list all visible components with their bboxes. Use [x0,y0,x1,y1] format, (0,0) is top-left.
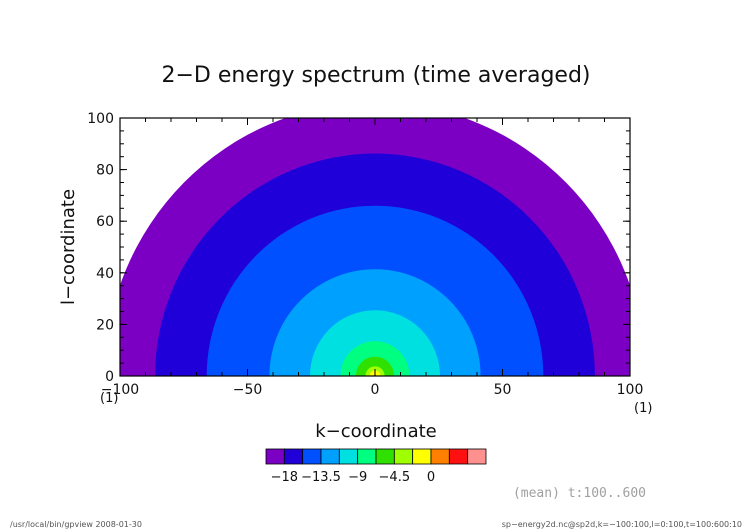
y-axis-label: l−coordinate [58,189,79,305]
footer-left: /usr/local/bin/gpview 2008-01-30 [10,520,142,529]
x-axis: −100 −50 0 50 100 [101,118,644,398]
colorbar-swatch-4 [338,448,359,465]
colorbar-label-3: −4.5 [379,470,411,485]
colorbar-swatch-1 [283,448,304,465]
colorbar-label-1: −13.5 [301,470,341,485]
time-annotation: (mean) t:100..600 [513,486,646,501]
heatmap-field [120,118,630,376]
y-axis: 0 20 40 60 80 100 [87,111,630,385]
colorbar: −18 −13.5 −9 −4.5 0 [265,448,487,485]
y-tick-label-5: 100 [87,111,114,127]
colorbar-label-0: −18 [271,470,298,485]
x-unit-left: (1) [100,391,118,406]
colorbar-swatch-11 [467,448,487,465]
colorbar-swatch-2 [302,448,322,465]
colorbar-swatch-3 [320,448,340,465]
y-tick-label-2: 40 [96,266,114,282]
y-tick-label-1: 20 [96,317,114,333]
x-tick-label-4: 100 [617,382,644,398]
colorbar-swatch-5 [357,448,377,465]
colorbar-swatch-0 [265,448,285,465]
colorbar-swatch-6 [375,448,395,465]
footer-right: sp−energy2d.nc@sp2d,k=−100:100,l=0:100,t… [502,520,742,529]
colorbar-label-2: −9 [348,470,367,485]
colorbar-swatch-10 [448,448,469,465]
x-tick-label-3: 50 [494,382,512,398]
colorbar-swatch-9 [430,448,450,465]
colorbar-swatch-7 [393,448,414,465]
y-tick-label-3: 60 [96,214,114,230]
colorbar-label-4: 0 [427,470,435,485]
x-tick-label-0: −100 [101,382,139,398]
x-tick-label-2: 0 [371,382,380,398]
y-tick-label-4: 80 [96,163,114,179]
y-tick-label-0: 0 [105,369,114,385]
chart-title: 2−D energy spectrum (time averaged) [162,63,591,88]
colorbar-swatch-8 [412,448,432,465]
x-axis-label: k−coordinate [315,421,437,442]
x-unit-right: (1) [634,401,652,416]
x-tick-label-1: −50 [233,382,263,398]
